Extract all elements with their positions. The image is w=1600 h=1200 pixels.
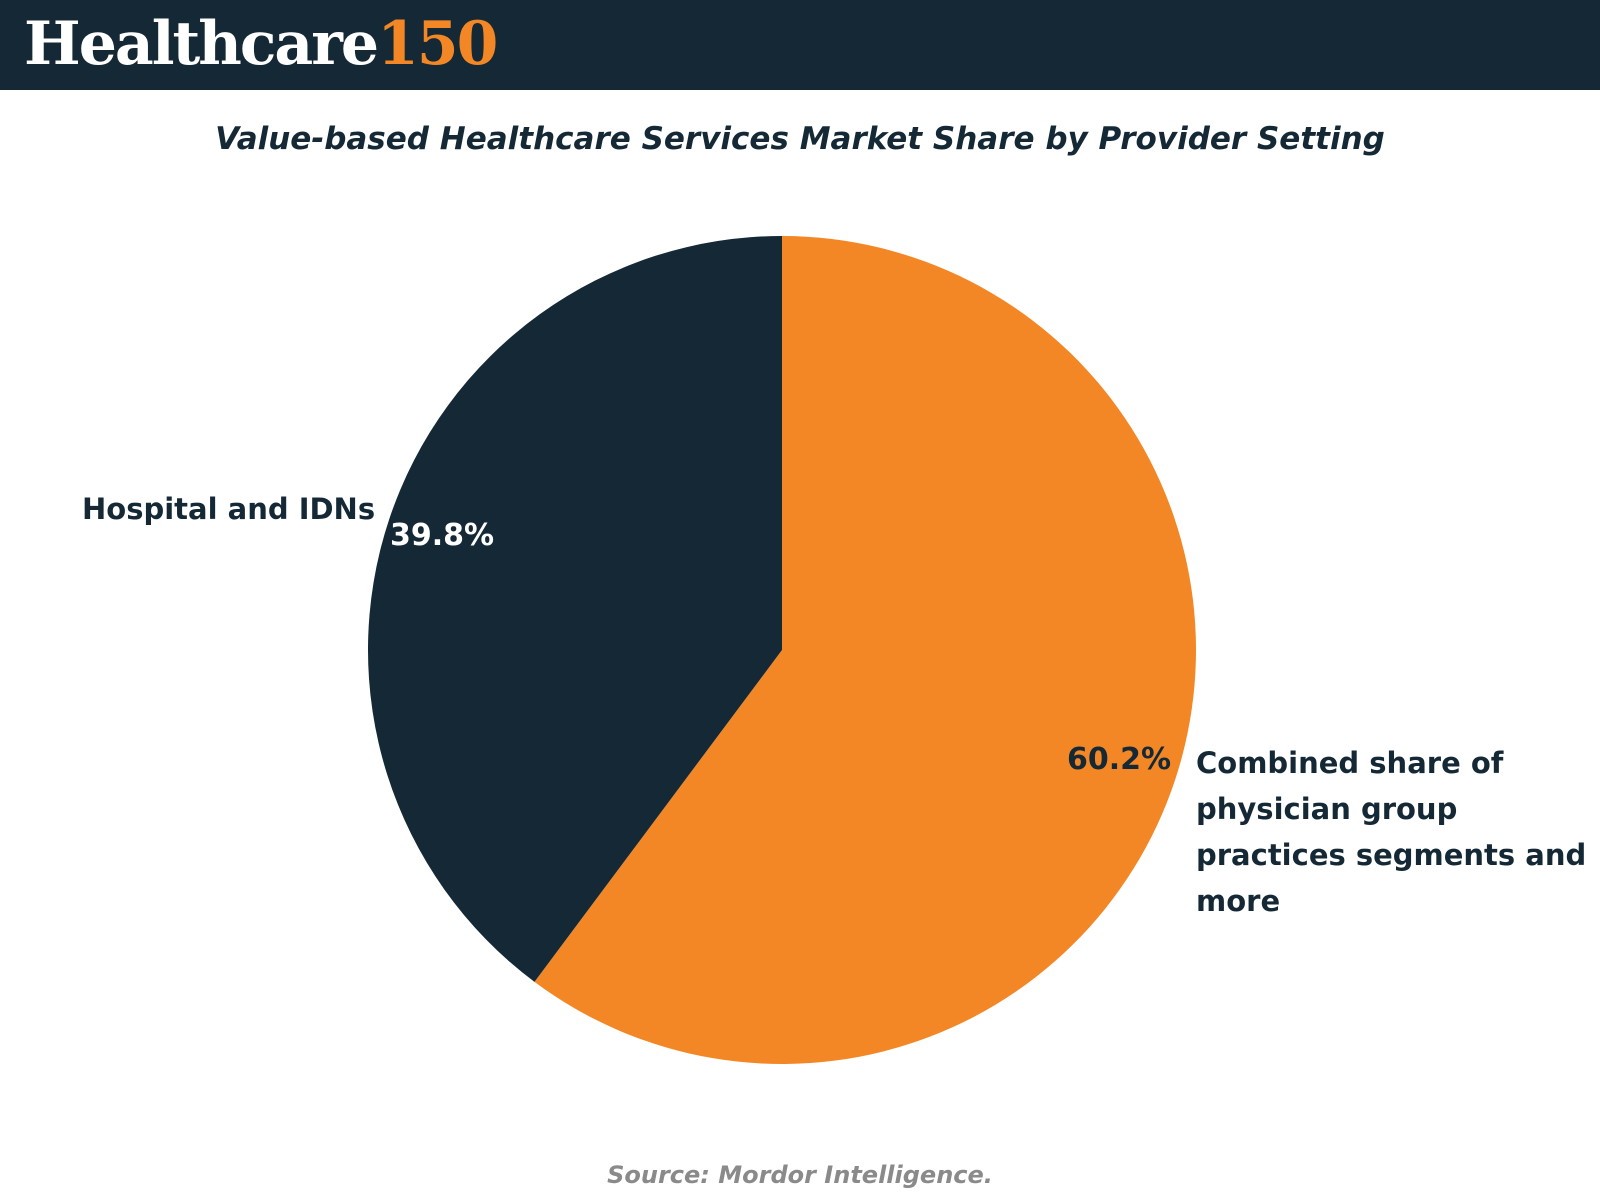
slice-percent-combined: 60.2% (1067, 742, 1172, 777)
slice-label-combined: Combined share of physician group practi… (1196, 746, 1587, 918)
pie-slice-hospital (368, 236, 782, 982)
pie-slice-combined (534, 236, 1196, 1064)
chart-title: Value-based Healthcare Services Market S… (215, 121, 1385, 157)
logo-number: 150 (377, 9, 498, 79)
logo-word: Healthcare (24, 9, 379, 79)
header-banner: Healthcare150 (0, 0, 1600, 90)
slice-label-hospital: Hospital and IDNs (82, 492, 376, 526)
source-note: Source: Mordor Intelligence. (607, 1161, 993, 1189)
healthcare150-logo: Healthcare150 (24, 6, 498, 82)
slice-percent-hospital: 39.8% (390, 518, 495, 553)
